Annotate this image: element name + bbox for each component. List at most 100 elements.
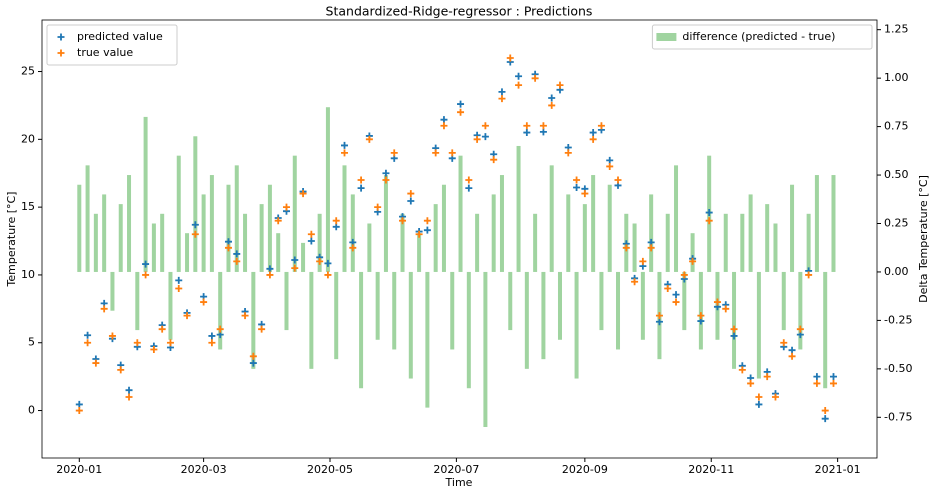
point [556,81,564,89]
bar [508,271,513,331]
legend-label: true value [77,46,133,59]
point [755,393,763,401]
y2-tick-label: 1.00 [884,71,909,84]
point [465,176,473,184]
y-axis-label: Temperature [°C] [5,192,18,288]
point [631,278,639,286]
bar [218,271,223,350]
point [730,325,738,333]
point [465,184,473,192]
point [117,366,125,374]
bar [284,271,289,331]
point [332,217,340,225]
bar [292,155,297,272]
point [614,176,622,184]
legend-marker [57,49,65,57]
bar [151,223,156,272]
point [763,373,771,381]
bar [499,175,504,272]
point [175,284,183,292]
bar [425,271,430,408]
point [75,407,83,415]
legend-swatch [656,33,677,41]
point [722,305,730,313]
bar [591,175,596,272]
point [821,415,829,423]
bar [234,165,239,272]
bar [118,204,123,272]
point [175,276,183,284]
bar [649,194,654,272]
bar [301,242,306,272]
point [191,221,199,229]
bar [566,194,571,272]
point [200,298,208,306]
bar [773,223,778,272]
legend-layer: predicted value true value difference (pre… [46,24,873,66]
bar [616,271,621,350]
point [730,332,738,340]
point [771,393,779,401]
point [647,244,655,252]
point [241,312,249,320]
bar [557,271,562,340]
bar [441,184,446,272]
point [498,95,506,103]
x-tick-label: 2020-11 [688,463,734,476]
point [299,190,307,198]
y-tick-label: 0 [28,404,35,417]
point [125,393,133,401]
point [448,149,456,157]
point [233,257,241,265]
point [316,257,324,265]
bar-layer [77,107,836,427]
point [548,101,556,109]
point [233,250,241,258]
y2-axis-label: Delta Temperature [°C] [917,175,930,303]
point [357,176,365,184]
bar [541,271,546,360]
bar [433,204,438,272]
point [84,339,92,347]
bar [748,194,753,272]
bar [640,271,645,340]
y2-tick-label: 0.00 [884,265,909,278]
y2-tick-label: 0.50 [884,168,909,181]
point [539,128,547,136]
bar [267,184,272,272]
y2-tick-label: -0.25 [884,313,912,326]
point [249,352,257,360]
point [92,359,100,367]
legend-label: predicted value [77,30,163,43]
point [589,135,597,143]
point [224,238,232,246]
bar [127,175,132,272]
bar [193,136,198,272]
x-axis-label: Time [445,476,473,489]
y2-tick-label: -0.50 [884,362,912,375]
y2-tick-label: 1.25 [884,23,909,36]
point [606,156,614,164]
x-tick-label: 2020-05 [307,463,353,476]
point [224,244,232,252]
point [829,373,837,381]
bar [185,233,190,272]
x-tick-label: 2020-07 [433,463,479,476]
point [208,339,216,347]
point [531,74,539,82]
point [498,88,506,96]
point [415,230,423,238]
point [125,386,133,394]
point [423,217,431,225]
chart-title: Standardized-Ridge-regressor : Predictio… [326,4,593,19]
point [813,379,821,387]
point [291,264,299,272]
point [142,271,150,279]
point [515,81,523,89]
point [407,197,415,205]
bar [740,213,745,272]
bar [276,233,281,272]
y-tick-label: 25 [21,65,35,78]
